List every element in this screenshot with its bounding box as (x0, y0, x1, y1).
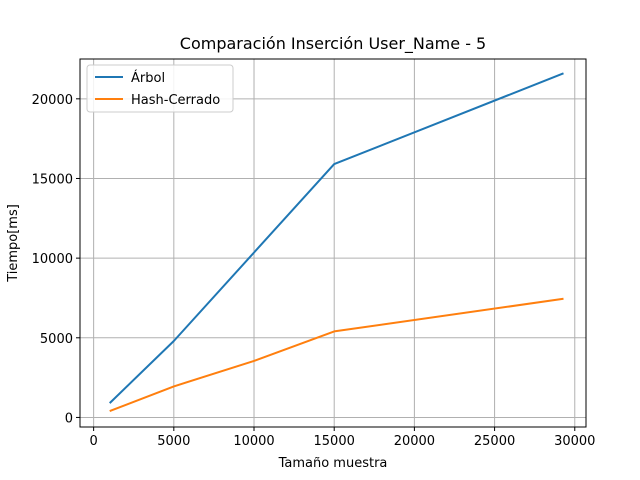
series-lines (109, 72, 564, 413)
y-tick-label: 10000 (32, 252, 73, 267)
x-tick-label: 20000 (394, 434, 435, 449)
x-tick-label: 0 (89, 434, 97, 449)
legend-box (86, 64, 234, 113)
y-tick-label: 20000 (32, 93, 73, 108)
y-axis-label: Tiempo[ms] (6, 204, 21, 283)
series-line-2 (109, 297, 564, 413)
y-tick-label: 15000 (32, 172, 73, 187)
legend: Árbol Hash-Cerrado (86, 64, 234, 113)
legend-label: Árbol (131, 70, 165, 86)
plot-area-frame (79, 58, 587, 428)
grid-lines (80, 59, 586, 427)
x-tick-label: 30000 (554, 434, 595, 449)
x-tick-label: 10000 (233, 434, 274, 449)
x-axis-label: Tamaño muestra (278, 456, 388, 471)
x-tick-label: 25000 (474, 434, 515, 449)
x-tick-label: 15000 (314, 434, 355, 449)
y-axis-ticks: 0 5000 10000 15000 20000 (32, 93, 80, 426)
y-tick-label: 0 (65, 411, 73, 426)
legend-label: Hash-Cerrado (131, 93, 220, 108)
x-tick-label: 5000 (157, 434, 190, 449)
series-line-1 (109, 72, 564, 404)
x-axis-ticks: 0 5000 10000 15000 20000 25000 30000 (89, 427, 595, 449)
chart-title: Comparación Inserción User_Name - 5 (180, 34, 486, 54)
y-tick-label: 5000 (40, 332, 73, 347)
